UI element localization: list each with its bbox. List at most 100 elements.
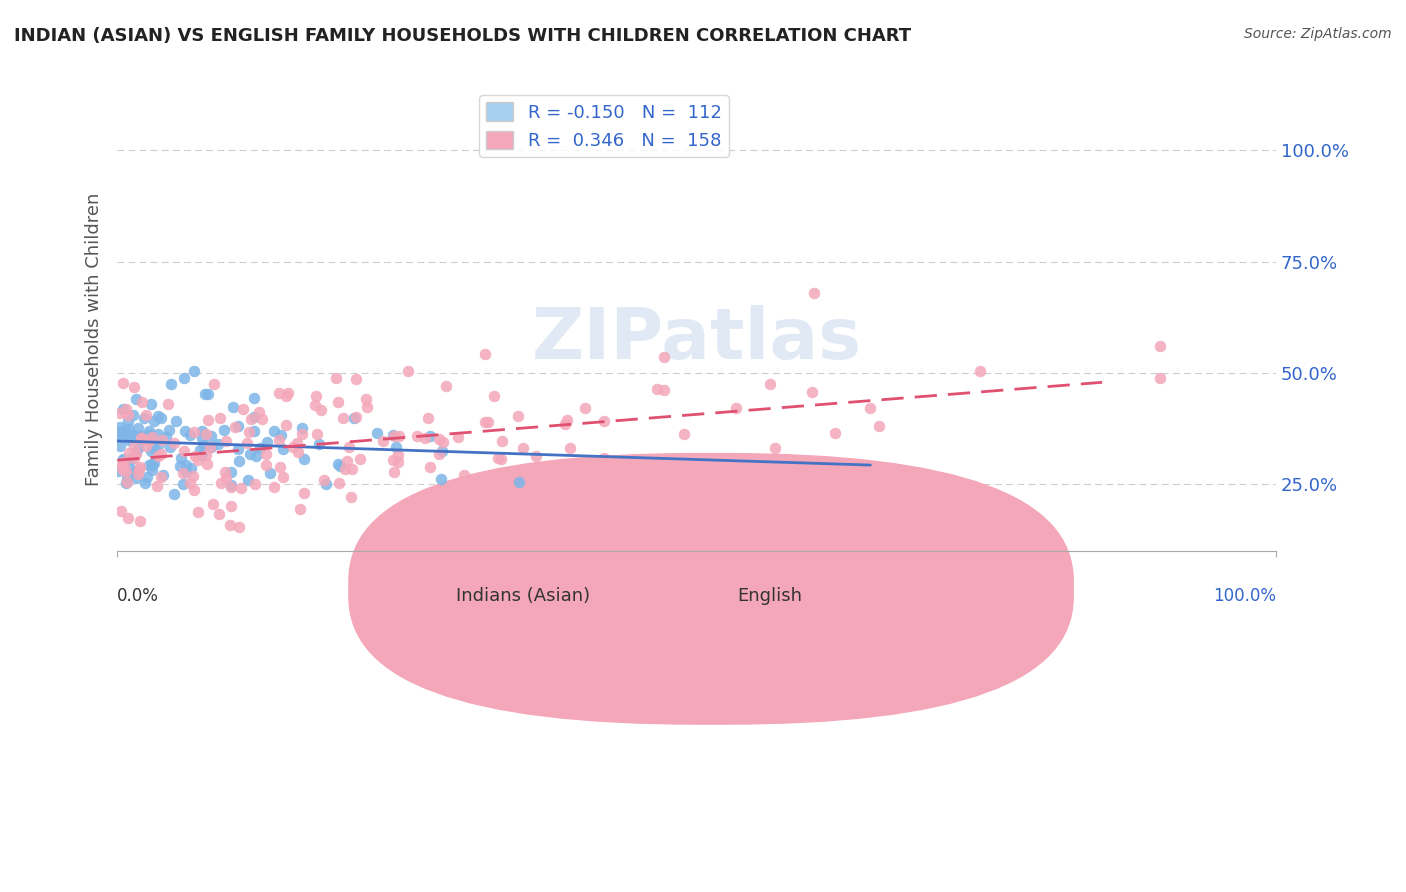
Text: 100.0%: 100.0%: [1213, 587, 1277, 605]
Point: [419, 429, 441, 443]
Point: [127, 421, 149, 435]
Point: [162, 435, 184, 450]
Point: [382, 429, 405, 443]
Point: [269, 386, 291, 401]
Point: [183, 483, 205, 498]
Point: [416, 411, 439, 425]
Point: [138, 458, 160, 472]
Point: [432, 435, 454, 450]
Point: [219, 517, 242, 532]
Text: Source: ZipAtlas.com: Source: ZipAtlas.com: [1244, 27, 1392, 41]
Point: [159, 440, 181, 454]
Point: [427, 432, 450, 446]
Point: [645, 382, 668, 396]
Point: [135, 409, 157, 423]
Point: [134, 475, 156, 490]
Point: [197, 413, 219, 427]
Point: [190, 442, 212, 457]
Point: [122, 431, 145, 445]
Point: [344, 410, 367, 425]
Point: [243, 424, 266, 438]
Point: [173, 370, 195, 384]
Point: [114, 401, 136, 416]
Point: [219, 465, 242, 479]
Point: [127, 432, 149, 446]
Point: [136, 427, 159, 442]
Point: [314, 473, 336, 487]
Point: [554, 417, 576, 431]
Point: [373, 434, 395, 449]
Point: [118, 446, 141, 460]
Point: [238, 425, 260, 440]
Point: [172, 476, 194, 491]
Point: [474, 416, 496, 430]
Point: [800, 385, 823, 400]
Point: [125, 447, 148, 461]
Point: [366, 425, 388, 440]
Point: [491, 451, 513, 466]
Point: [108, 406, 131, 420]
Point: [652, 350, 675, 364]
Point: [276, 418, 298, 433]
Point: [110, 425, 132, 440]
Point: [111, 458, 134, 472]
Text: INDIAN (ASIAN) VS ENGLISH FAMILY HOUSEHOLDS WITH CHILDREN CORRELATION CHART: INDIAN (ASIAN) VS ENGLISH FAMILY HOUSEHO…: [14, 27, 911, 45]
Point: [127, 467, 149, 482]
Point: [252, 412, 274, 426]
Point: [128, 440, 150, 454]
Point: [474, 347, 496, 361]
Point: [129, 429, 152, 443]
Point: [254, 447, 277, 461]
Point: [385, 440, 408, 454]
Point: [263, 479, 285, 493]
Point: [143, 442, 166, 456]
Point: [349, 452, 371, 467]
Point: [329, 458, 352, 473]
Point: [110, 430, 132, 444]
Point: [122, 408, 145, 422]
Point: [328, 476, 350, 491]
Point: [247, 405, 270, 419]
Point: [381, 428, 404, 442]
Point: [114, 423, 136, 437]
Point: [157, 423, 180, 437]
Point: [630, 492, 652, 507]
Point: [110, 503, 132, 517]
Point: [138, 424, 160, 438]
Point: [555, 413, 578, 427]
Point: [388, 429, 411, 443]
Point: [111, 451, 134, 466]
Point: [477, 415, 499, 429]
Point: [120, 451, 142, 466]
Point: [125, 471, 148, 485]
Point: [574, 401, 596, 415]
Point: [759, 376, 782, 391]
Point: [141, 430, 163, 444]
Point: [150, 447, 173, 461]
Point: [419, 460, 441, 475]
Point: [387, 448, 409, 462]
Point: [430, 472, 453, 486]
Point: [221, 478, 243, 492]
Point: [271, 442, 294, 456]
Point: [173, 443, 195, 458]
Point: [181, 469, 204, 483]
Point: [212, 423, 235, 437]
Point: [506, 409, 529, 424]
Point: [236, 436, 259, 450]
Point: [190, 431, 212, 445]
Point: [270, 428, 292, 442]
Point: [219, 479, 242, 493]
Point: [447, 430, 470, 444]
Point: [430, 444, 453, 458]
Point: [382, 453, 405, 467]
Point: [202, 376, 225, 391]
Point: [396, 363, 419, 377]
Point: [122, 450, 145, 465]
Point: [142, 414, 165, 428]
Point: [131, 431, 153, 445]
Point: [406, 428, 429, 442]
Point: [344, 372, 367, 386]
Point: [187, 505, 209, 519]
Point: [180, 461, 202, 475]
